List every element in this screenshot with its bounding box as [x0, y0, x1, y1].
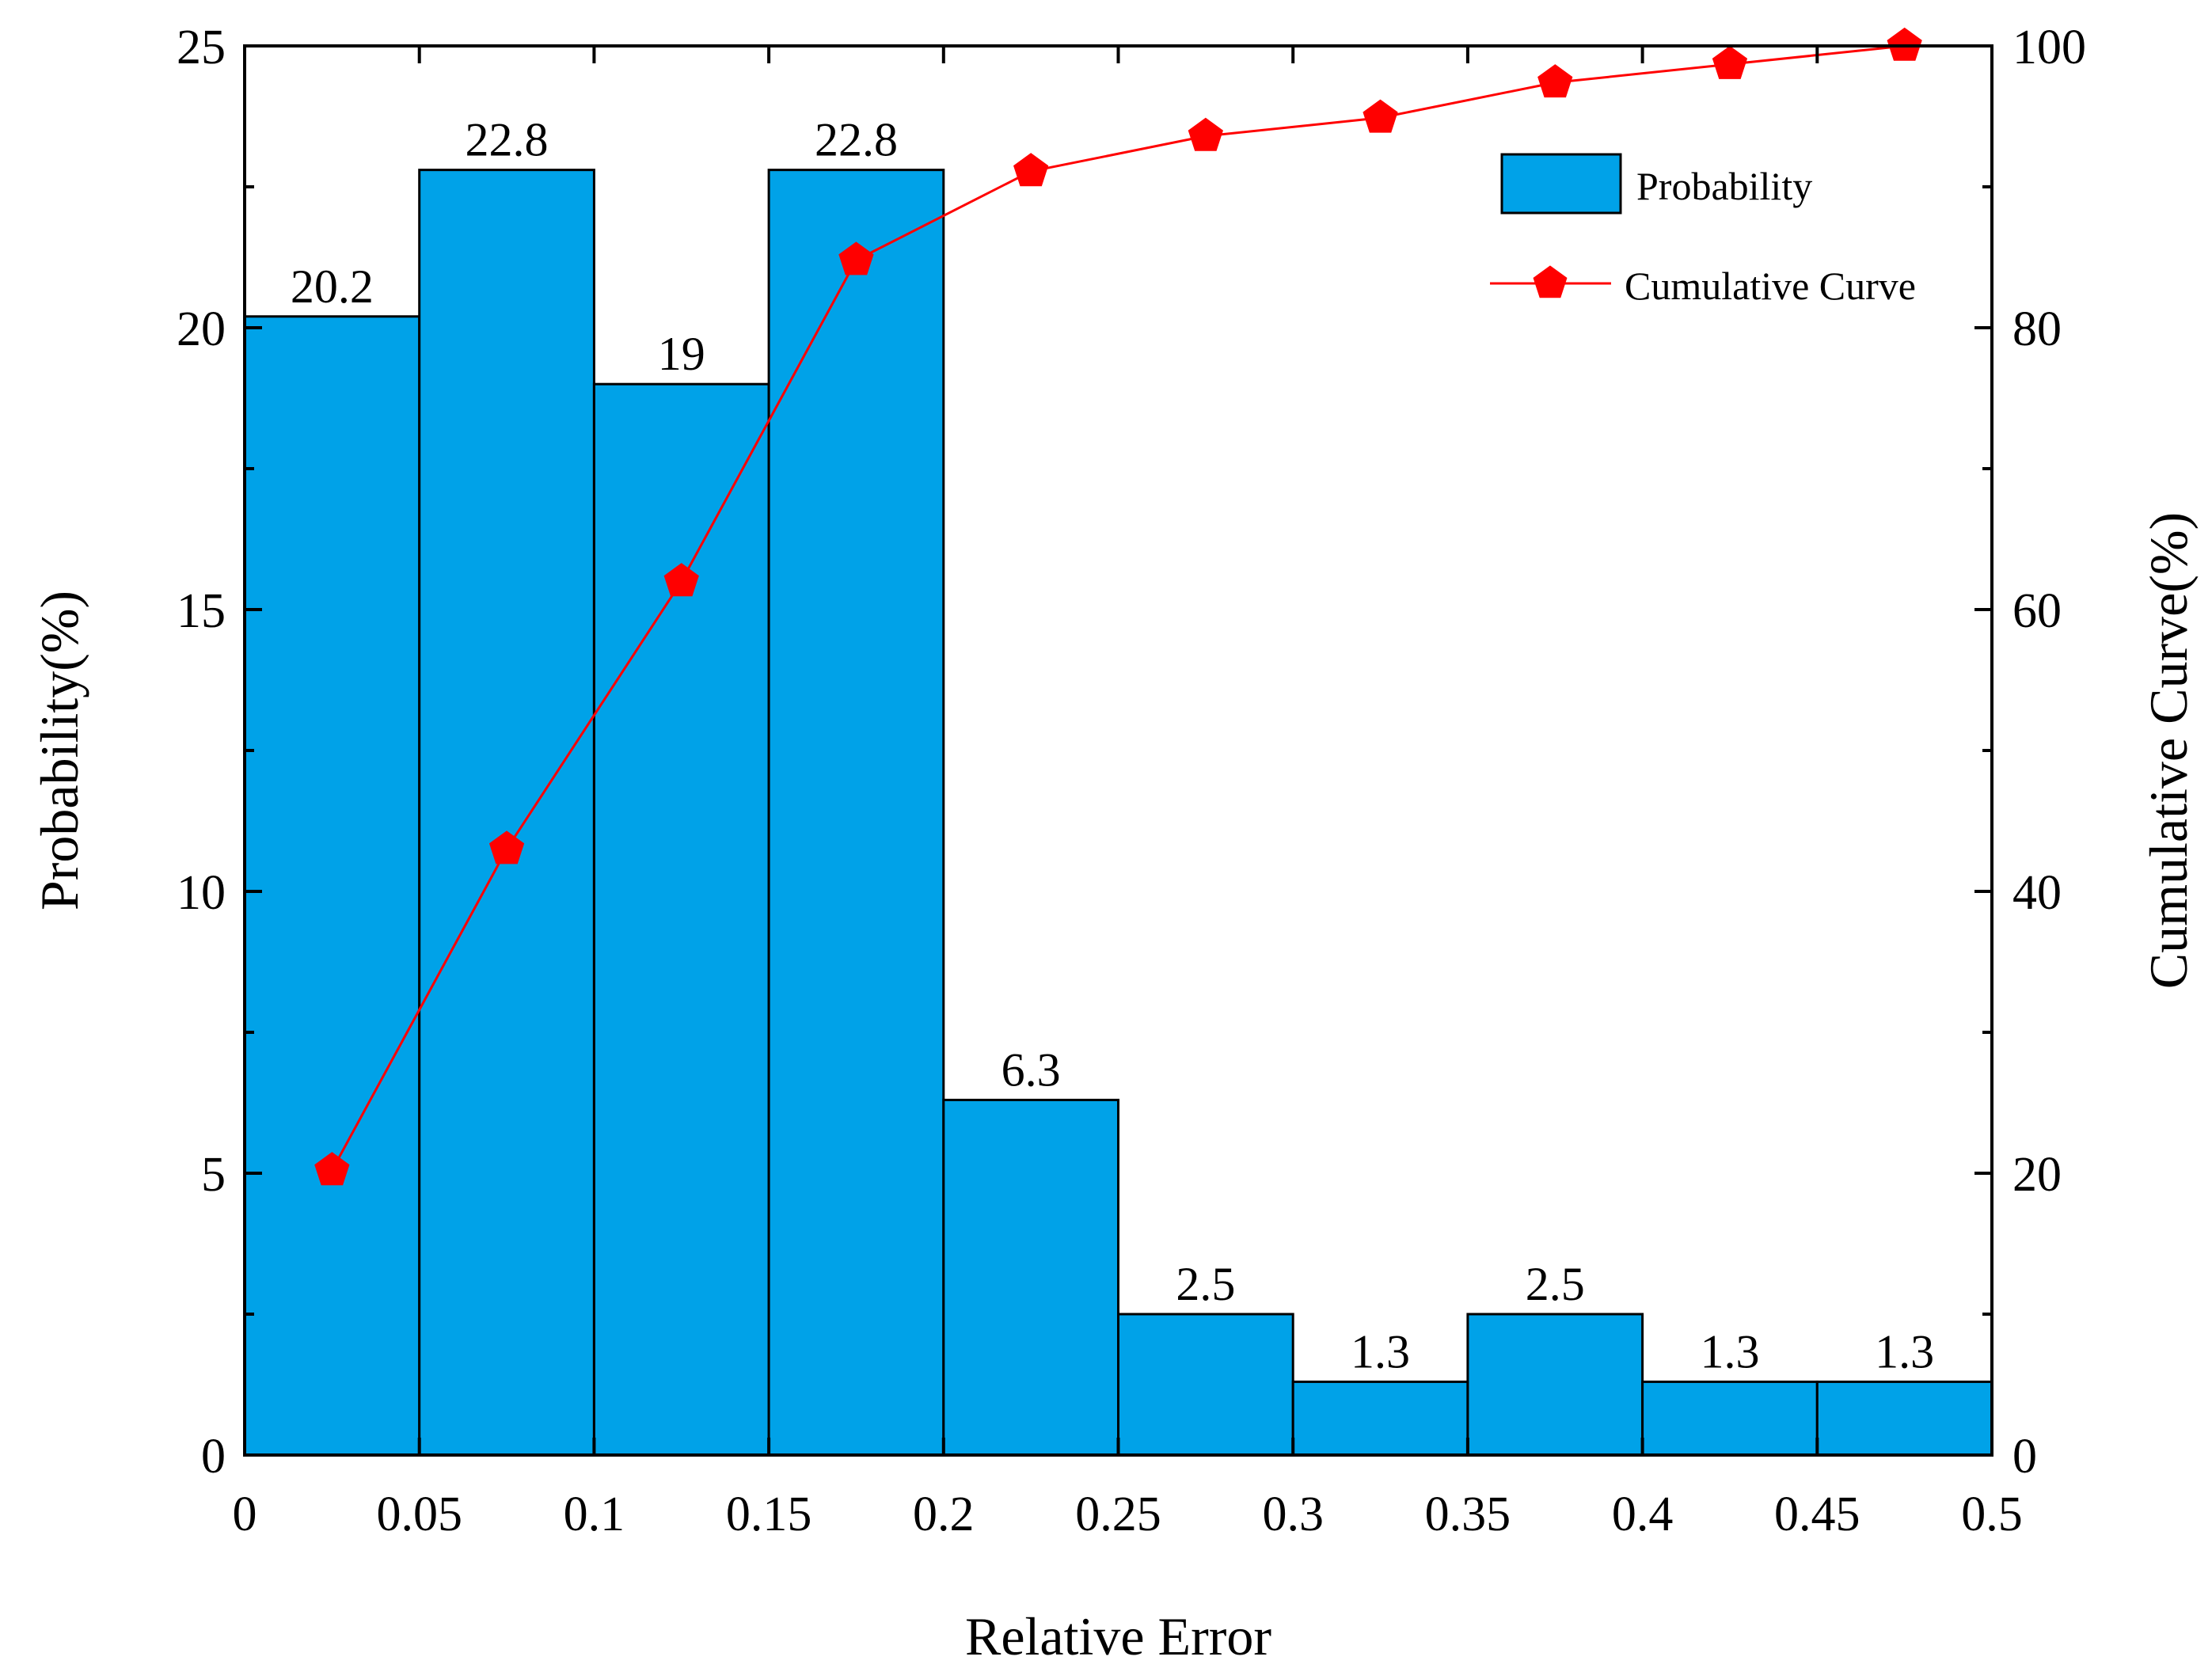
legend-label-probability: Probability	[1636, 164, 1812, 208]
bar-value-label: 19	[658, 328, 705, 380]
y2-tick-label: 0	[2012, 1430, 2037, 1484]
y-tick-label: 5	[201, 1148, 226, 1202]
cumulative-curve-marker	[663, 563, 699, 597]
histogram-bar	[1815, 1380, 1993, 1457]
x-tick-label: 0.25	[1075, 1488, 1161, 1541]
bar-value-label: 2.5	[1526, 1258, 1585, 1310]
y-tick-label: 10	[177, 866, 226, 920]
cumulative-curve-marker	[1537, 64, 1573, 98]
histogram-bar	[1641, 1380, 1819, 1457]
cumulative-curve-marker	[1013, 153, 1049, 187]
cumulative-curve-marker	[838, 241, 874, 275]
y2-tick-label: 60	[2012, 584, 2062, 638]
y-tick-label: 0	[201, 1430, 226, 1484]
bar-value-label: 6.3	[1001, 1043, 1061, 1096]
cumulative-curve-marker	[1188, 117, 1223, 151]
cumulative-curve-marker	[488, 830, 525, 864]
cumulative-curve-marker	[314, 1152, 350, 1186]
x-tick-label: 0.3	[1262, 1488, 1324, 1541]
x-axis-title: Relative Error	[965, 1606, 1271, 1664]
legend-label-cumulative: Cumulative Curve	[1625, 264, 1916, 308]
histogram-bar	[1291, 1380, 1469, 1457]
axes-layer: 0 0.05 0.1 0.15 0.2 0.25 0.3 0.35 0.4 0.45 0.50510…	[29, 21, 2199, 1666]
bar-value-label: 1.3	[1875, 1325, 1934, 1377]
y2-tick-label: 100	[2012, 21, 2086, 74]
cumulative-curve-marker	[1363, 99, 1398, 133]
cumulative-curve-marker	[1887, 27, 1922, 61]
bar-value-label: 1.3	[1351, 1325, 1410, 1377]
bar-value-label: 2.5	[1176, 1258, 1235, 1310]
cumulative-curve-line	[331, 44, 1905, 1172]
y-tick-label: 20	[177, 302, 226, 356]
x-tick-label: 0.1	[564, 1488, 625, 1541]
x-tick-label: 0	[233, 1488, 257, 1541]
histogram-bar	[418, 169, 595, 1457]
cumulative-curve-marker	[1712, 45, 1748, 79]
histogram-bar	[1466, 1313, 1644, 1457]
x-tick-label: 0.5	[1961, 1488, 2023, 1541]
y-tick-label: 25	[177, 21, 226, 74]
x-tick-label: 0.05	[376, 1488, 462, 1541]
histogram-bar	[592, 382, 770, 1457]
x-tick-label: 0.35	[1425, 1488, 1511, 1541]
y2-tick-label: 20	[2012, 1148, 2062, 1202]
bar-value-label: 22.8	[815, 114, 898, 166]
histogram-bar	[1117, 1313, 1294, 1457]
x-tick-label: 0.45	[1774, 1488, 1860, 1541]
legend: Probability Cumulative Curve	[1490, 153, 1916, 308]
labels-layer: 20.2 22.8 19 22.8 6.3 2.5 1.3 2.5 1.3 1.3	[291, 114, 1934, 1378]
bar-value-label: 20.2	[291, 260, 374, 313]
bars-layer	[243, 169, 1993, 1457]
histogram-bar	[942, 1098, 1120, 1457]
x-tick-label: 0.4	[1612, 1488, 1674, 1541]
y-axis-title: Probability(%)	[29, 591, 89, 910]
bar-value-label: 22.8	[466, 114, 549, 166]
y2-tick-label: 80	[2012, 302, 2062, 356]
bar-value-label: 1.3	[1700, 1325, 1759, 1377]
y2-tick-label: 40	[2012, 866, 2062, 920]
cumulative-line-layer	[314, 27, 1922, 1186]
histogram-bar	[767, 169, 945, 1457]
y2-axis-title: Cumulative Curve(%)	[2138, 512, 2199, 989]
x-tick-label: 0.15	[726, 1488, 812, 1541]
histogram-bar	[243, 315, 421, 1457]
legend-bar-swatch	[1500, 153, 1622, 215]
y-tick-label: 15	[177, 584, 226, 638]
legend-marker-swatch	[1533, 265, 1568, 298]
x-tick-label: 0.2	[913, 1488, 975, 1541]
